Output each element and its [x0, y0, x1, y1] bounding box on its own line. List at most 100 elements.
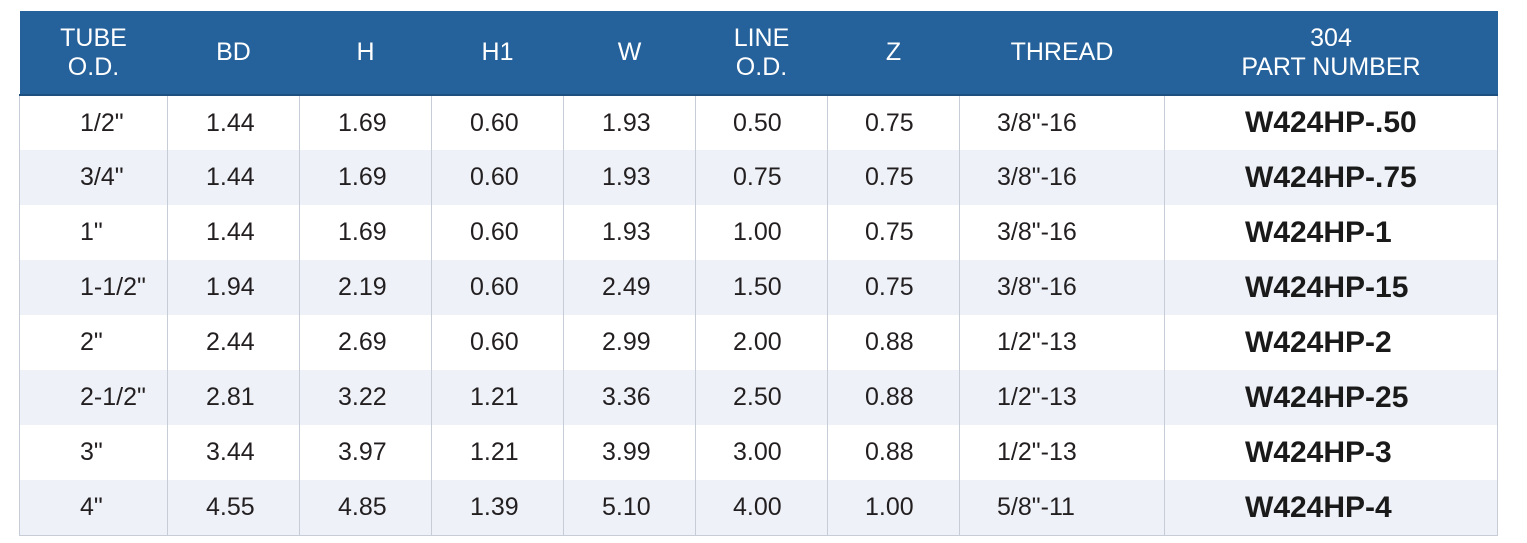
header-tube-od: TUBE O.D. [19, 11, 168, 96]
header-w-label: W [617, 38, 642, 66]
table-row: 2" 2.44 2.69 0.60 2.99 2.00 0.88 1/2"-13 W424HP-… [19, 315, 1498, 371]
header-h1-label: H1 [481, 38, 514, 66]
cell-h: 1.69 [299, 150, 432, 206]
header-bd: BD [167, 11, 300, 96]
table-row: 1-1/2" 1.94 2.19 0.60 2.49 1.50 0.75 3/8"-16 W42… [19, 260, 1498, 316]
cell-tube-od: 2-1/2" [19, 370, 168, 426]
cell-line-od: 0.50 [695, 95, 828, 151]
table-row: 2-1/2" 2.81 3.22 1.21 3.36 2.50 0.88 1/2"-13 W42… [19, 370, 1498, 426]
cell-w: 5.10 [563, 480, 696, 537]
cell-h: 3.97 [299, 425, 432, 481]
cell-w: 3.36 [563, 370, 696, 426]
cell-bd: 1.94 [167, 260, 300, 316]
dimensions-table-container: TUBE O.D. BD H H1 W LINE O.D. [19, 11, 1498, 537]
cell-bd: 4.55 [167, 480, 300, 537]
cell-h1: 0.60 [431, 315, 564, 371]
cell-z: 0.88 [827, 425, 960, 481]
cell-thread: 5/8"-11 [959, 480, 1165, 537]
cell-part-number: W424HP-1 [1164, 205, 1498, 261]
table-header-row: TUBE O.D. BD H H1 W LINE O.D. [19, 11, 1498, 96]
cell-part-number: W424HP-3 [1164, 425, 1498, 481]
header-h: H [299, 11, 432, 96]
cell-bd: 1.44 [167, 205, 300, 261]
cell-thread: 1/2"-13 [959, 315, 1165, 371]
table-row: 1" 1.44 1.69 0.60 1.93 1.00 0.75 3/8"-16 W424HP-… [19, 205, 1498, 261]
header-line-od-line1: LINE [733, 23, 790, 52]
cell-w: 1.93 [563, 205, 696, 261]
cell-line-od: 3.00 [695, 425, 828, 481]
cell-tube-od: 1/2" [19, 95, 168, 151]
header-thread: THREAD [959, 11, 1165, 96]
cell-line-od: 1.00 [695, 205, 828, 261]
cell-thread: 3/8"-16 [959, 150, 1165, 206]
header-bd-label: BD [216, 38, 251, 66]
cell-thread: 1/2"-13 [959, 370, 1165, 426]
cell-bd: 3.44 [167, 425, 300, 481]
cell-part-number: W424HP-15 [1164, 260, 1498, 316]
cell-h1: 0.60 [431, 205, 564, 261]
table-body: 1/2" 1.44 1.69 0.60 1.93 0.50 0.75 3/8"-16 W424H… [19, 95, 1498, 537]
table-row: 1/2" 1.44 1.69 0.60 1.93 0.50 0.75 3/8"-16 W424H… [19, 95, 1498, 151]
cell-h1: 0.60 [431, 150, 564, 206]
cell-thread: 3/8"-16 [959, 95, 1165, 151]
cell-tube-od: 3/4" [19, 150, 168, 206]
header-thread-label: THREAD [1010, 38, 1114, 66]
cell-tube-od: 1" [19, 205, 168, 261]
table-row: 4" 4.55 4.85 1.39 5.10 4.00 1.00 5/8"-11 W424HP-… [19, 480, 1498, 537]
cell-h: 1.69 [299, 95, 432, 151]
cell-part-number: W424HP-.75 [1164, 150, 1498, 206]
cell-h: 2.19 [299, 260, 432, 316]
cell-h: 3.22 [299, 370, 432, 426]
cell-w: 2.49 [563, 260, 696, 316]
cell-z: 0.75 [827, 260, 960, 316]
cell-h: 2.69 [299, 315, 432, 371]
cell-line-od: 0.75 [695, 150, 828, 206]
cell-z: 1.00 [827, 480, 960, 537]
header-line-od-line2: O.D. [735, 52, 788, 81]
table-row: 3" 3.44 3.97 1.21 3.99 3.00 0.88 1/2"-13 W424HP-… [19, 425, 1498, 481]
cell-tube-od: 2" [19, 315, 168, 371]
cell-part-number: W424HP-25 [1164, 370, 1498, 426]
cell-line-od: 4.00 [695, 480, 828, 537]
header-tube-od-line2: O.D. [67, 52, 120, 81]
header-part-number-line2: PART NUMBER [1241, 52, 1421, 81]
cell-w: 2.99 [563, 315, 696, 371]
cell-thread: 3/8"-16 [959, 260, 1165, 316]
cell-z: 0.75 [827, 150, 960, 206]
cell-part-number: W424HP-2 [1164, 315, 1498, 371]
cell-tube-od: 3" [19, 425, 168, 481]
cell-h1: 1.21 [431, 425, 564, 481]
header-h-label: H [356, 38, 375, 66]
cell-h1: 1.21 [431, 370, 564, 426]
header-h1: H1 [431, 11, 564, 96]
cell-line-od: 2.00 [695, 315, 828, 371]
header-z-label: Z [885, 38, 902, 66]
cell-line-od: 1.50 [695, 260, 828, 316]
header-z: Z [827, 11, 960, 96]
cell-h1: 0.60 [431, 260, 564, 316]
cell-bd: 1.44 [167, 150, 300, 206]
cell-line-od: 2.50 [695, 370, 828, 426]
cell-h: 1.69 [299, 205, 432, 261]
dimensions-table: TUBE O.D. BD H H1 W LINE O.D. [19, 11, 1498, 537]
cell-w: 1.93 [563, 150, 696, 206]
cell-z: 0.75 [827, 205, 960, 261]
cell-thread: 1/2"-13 [959, 425, 1165, 481]
header-w: W [563, 11, 696, 96]
cell-z: 0.88 [827, 315, 960, 371]
cell-bd: 1.44 [167, 95, 300, 151]
table-row: 3/4" 1.44 1.69 0.60 1.93 0.75 0.75 3/8"-16 W424H… [19, 150, 1498, 206]
cell-bd: 2.81 [167, 370, 300, 426]
cell-w: 1.93 [563, 95, 696, 151]
cell-h1: 0.60 [431, 95, 564, 151]
cell-w: 3.99 [563, 425, 696, 481]
cell-tube-od: 1-1/2" [19, 260, 168, 316]
cell-part-number: W424HP-.50 [1164, 95, 1498, 151]
header-tube-od-line1: TUBE [60, 23, 127, 52]
cell-z: 0.88 [827, 370, 960, 426]
cell-h1: 1.39 [431, 480, 564, 537]
cell-thread: 3/8"-16 [959, 205, 1165, 261]
header-part-number-line1: 304 [1310, 23, 1352, 52]
cell-part-number: W424HP-4 [1164, 480, 1498, 537]
cell-tube-od: 4" [19, 480, 168, 537]
